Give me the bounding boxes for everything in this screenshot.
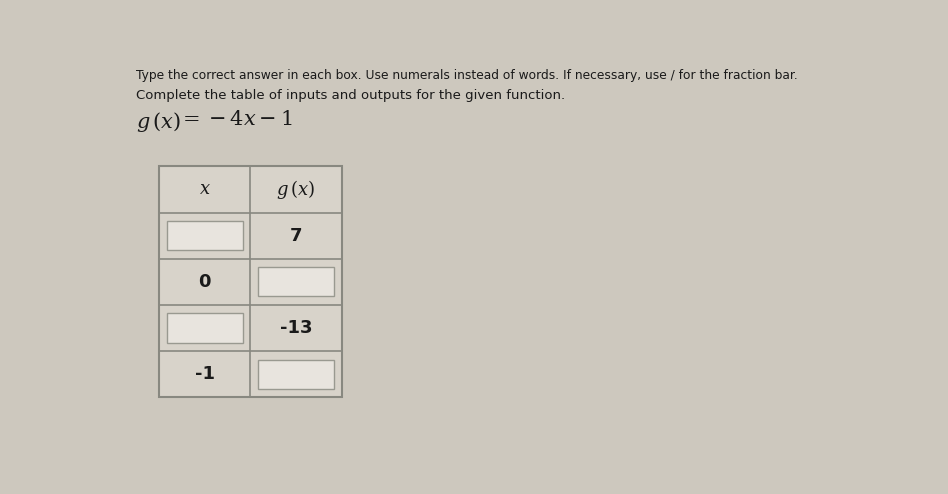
Text: 0: 0	[198, 273, 210, 291]
Bar	[159, 166, 341, 397]
Text: Type the correct answer in each box. Use numerals instead of words. If necessary: Type the correct answer in each box. Use…	[136, 69, 797, 82]
Text: 7: 7	[290, 227, 302, 245]
Bar	[167, 313, 243, 343]
Bar	[258, 360, 334, 389]
Text: $g\,(x)$: $g\,(x)$	[277, 178, 316, 201]
Text: $g\,(x)$: $g\,(x)$	[136, 110, 181, 134]
Text: Complete the table of inputs and outputs for the given function.: Complete the table of inputs and outputs…	[136, 89, 565, 102]
Text: -13: -13	[280, 319, 312, 337]
Text: $x$: $x$	[198, 180, 210, 199]
Bar	[258, 267, 334, 296]
Text: -1: -1	[194, 365, 214, 383]
Text: $= -4x - 1$: $= -4x - 1$	[179, 110, 293, 129]
Bar	[167, 221, 243, 250]
